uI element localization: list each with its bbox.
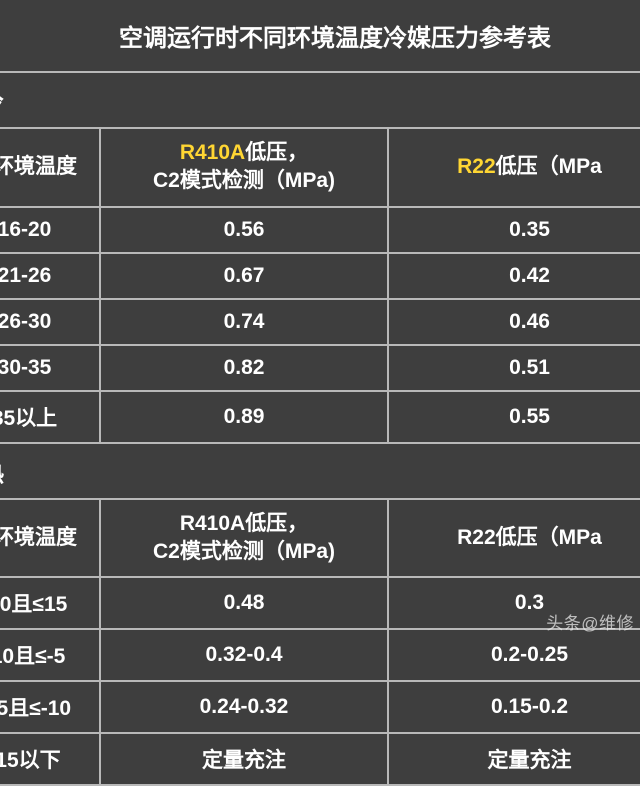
table-row: 35以上0.890.55 <box>0 391 640 443</box>
cell-env: 35以上 <box>0 391 100 443</box>
cell-r22: 0.42 <box>388 253 640 299</box>
table-row: -15且≤-100.24-0.320.15-0.2 <box>0 681 640 733</box>
cell-env: 26-30 <box>0 299 100 345</box>
section-heating: 制热 <box>0 443 640 499</box>
cell-env: > 0且≤15 <box>0 577 100 629</box>
col-r22-header: R22低压（MPa <box>388 499 640 578</box>
pressure-table: 制冷 外环境温度 R410A低压， C2模式检测（MPa) R22低压（MPa … <box>0 71 640 786</box>
cell-env: -15以下 <box>0 733 100 785</box>
watermark: 头条@维修 <box>546 609 634 634</box>
col-r410a-header: R410A低压， C2模式检测（MPa) <box>100 128 388 207</box>
cell-r410a: 定量充注 <box>100 733 388 785</box>
table-row: 30-350.820.51 <box>0 345 640 391</box>
cell-r410a: 0.67 <box>100 253 388 299</box>
cell-r22: 定量充注 <box>388 733 640 785</box>
col-r22-header: R22低压（MPa <box>388 128 640 207</box>
cell-r410a: 0.24-0.32 <box>100 681 388 733</box>
table-row: 16-200.560.35 <box>0 207 640 253</box>
cell-r410a: 0.56 <box>100 207 388 253</box>
col-env-header: 外环境温度 <box>0 128 100 207</box>
header-row-cooling: 外环境温度 R410A低压， C2模式检测（MPa) R22低压（MPa <box>0 128 640 207</box>
cell-r22: 0.51 <box>388 345 640 391</box>
cell-r22: 0.55 <box>388 391 640 443</box>
cell-r410a: 0.89 <box>100 391 388 443</box>
cell-r22: 0.35 <box>388 207 640 253</box>
cell-r22: 0.2-0.25 <box>388 629 640 681</box>
cell-r22: 0.46 <box>388 299 640 345</box>
cell-r410a: 0.82 <box>100 345 388 391</box>
col-r410a-header: R410A低压， C2模式检测（MPa) <box>100 499 388 578</box>
cell-r410a: 0.48 <box>100 577 388 629</box>
table-row: > 0且≤150.480.3 <box>0 577 640 629</box>
cell-env: 21-26 <box>0 253 100 299</box>
cell-env: 30-35 <box>0 345 100 391</box>
header-row-heating: 外环境温度 R410A低压， C2模式检测（MPa) R22低压（MPa <box>0 499 640 578</box>
table-title: 空调运行时不同环境温度冷媒压力参考表 <box>0 0 640 71</box>
table-row: -10且≤-50.32-0.40.2-0.25 <box>0 629 640 681</box>
cell-r410a: 0.32-0.4 <box>100 629 388 681</box>
table-row: -15以下定量充注定量充注 <box>0 733 640 785</box>
cell-r410a: 0.74 <box>100 299 388 345</box>
cell-r22: 0.15-0.2 <box>388 681 640 733</box>
cell-env: -10且≤-5 <box>0 629 100 681</box>
section-cooling: 制冷 <box>0 72 640 128</box>
cell-env: -15且≤-10 <box>0 681 100 733</box>
cell-env: 16-20 <box>0 207 100 253</box>
col-env-header: 外环境温度 <box>0 499 100 578</box>
table-row: 21-260.670.42 <box>0 253 640 299</box>
table-row: 26-300.740.46 <box>0 299 640 345</box>
